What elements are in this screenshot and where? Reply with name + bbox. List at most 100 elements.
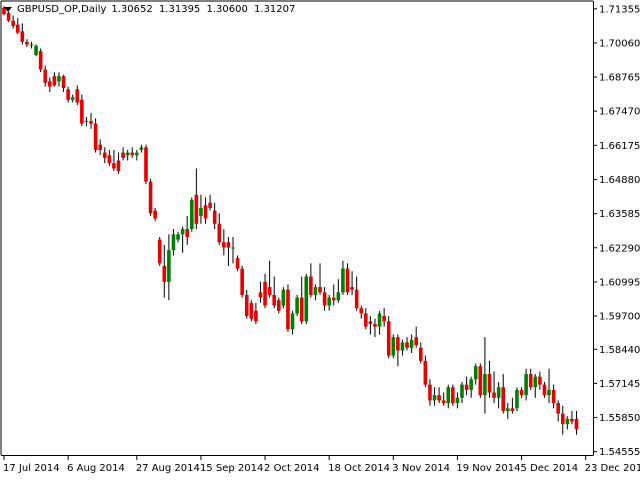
y-tick-label: 1.55850 [599, 413, 640, 424]
candle-body [451, 387, 455, 404]
candle-body [135, 152, 139, 156]
candle-body [249, 302, 254, 319]
candle [483, 337, 487, 414]
candle-body [139, 147, 144, 150]
candle-body [38, 51, 43, 70]
candle [441, 392, 446, 406]
candle [167, 234, 171, 301]
candle-body [130, 152, 135, 156]
candle [309, 263, 313, 298]
candle-body [501, 387, 506, 411]
candle [313, 284, 318, 301]
candle [359, 305, 364, 319]
candle [322, 287, 327, 311]
candle [299, 276, 304, 324]
candle-body [277, 300, 281, 311]
candle-body [400, 342, 405, 351]
candle [38, 48, 43, 73]
candle-body [61, 76, 66, 89]
y-tick-label: 1.67470 [599, 107, 640, 118]
candle [377, 310, 382, 335]
candle [318, 263, 322, 295]
candle-body [20, 31, 25, 42]
candle [235, 255, 240, 272]
candle [533, 374, 538, 398]
candle [112, 149, 116, 172]
candle [336, 279, 341, 303]
candle-body [75, 89, 80, 103]
candle [487, 360, 492, 398]
candle [386, 316, 391, 359]
candle-body [15, 24, 20, 33]
candle-body [258, 292, 263, 298]
candle-body [25, 41, 29, 45]
y-tick-label: 1.71355 [599, 4, 640, 15]
candle [331, 284, 336, 306]
candle-body [167, 250, 171, 282]
candle-body [11, 20, 15, 27]
x-tick-label: 2 Oct 2014 [264, 463, 319, 474]
candle [373, 318, 377, 338]
candle [496, 381, 501, 409]
candle-body [267, 287, 272, 295]
candle [290, 310, 295, 335]
candle [43, 65, 48, 87]
candle-body [331, 297, 336, 301]
candle [121, 147, 125, 161]
candle [501, 374, 506, 414]
y-tick-label: 1.66175 [599, 141, 640, 152]
candle [212, 202, 217, 230]
y-tick-label: 1.62290 [599, 243, 640, 254]
candle-body [98, 144, 102, 150]
candle [116, 152, 121, 174]
candle-body [89, 120, 93, 124]
candle-body [515, 389, 519, 409]
candle [84, 117, 89, 127]
x-tick-label: 18 Oct 2014 [328, 463, 390, 474]
y-tick-label: 1.63585 [599, 209, 640, 220]
candle [565, 416, 570, 430]
candle-body [102, 152, 107, 158]
candle [80, 94, 84, 127]
candle [542, 381, 547, 398]
y-tick-label: 1.54555 [599, 447, 640, 458]
candle [506, 403, 510, 419]
y-tick-label: 1.58440 [599, 345, 640, 356]
candle-body [565, 418, 570, 425]
high-value: 1.31395 [158, 4, 201, 15]
candle [510, 397, 515, 414]
candle-body [231, 247, 235, 249]
candle-body [506, 408, 510, 411]
candle-body [254, 310, 258, 322]
candle-body [309, 276, 313, 295]
candle-body [299, 297, 304, 322]
candle [286, 284, 290, 332]
candle [519, 387, 524, 398]
candle [89, 113, 93, 129]
candle-body [121, 152, 125, 158]
candle-body [148, 181, 153, 214]
y-tick-label: 1.57145 [599, 379, 640, 390]
candle [574, 410, 579, 435]
candle-body [116, 160, 121, 172]
candle-body [322, 292, 327, 306]
candle [524, 368, 528, 401]
candle [368, 316, 373, 335]
candle [176, 231, 180, 243]
candle-body [556, 403, 560, 414]
candle [405, 337, 409, 351]
x-tick-label: 6 Aug 2014 [67, 463, 125, 474]
candle-body [240, 268, 244, 295]
candle-body [194, 194, 199, 224]
candle [6, 11, 11, 23]
candle-body [551, 389, 556, 404]
x-tick-label: 17 Jul 2014 [3, 463, 60, 474]
candle [66, 86, 70, 103]
triangle-down-icon[interactable] [4, 7, 12, 12]
candle-body [295, 297, 299, 314]
candle [185, 215, 189, 245]
candle-body [492, 392, 496, 398]
candle-body [208, 202, 212, 208]
candle-body [437, 395, 441, 401]
